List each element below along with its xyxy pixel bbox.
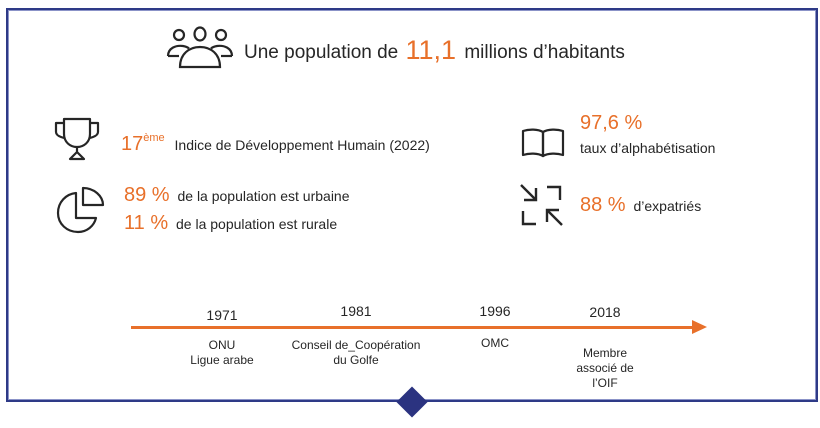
population-suffix: millions d’habitants xyxy=(464,42,625,63)
rural-stat: 11 % de la population est rurale xyxy=(124,212,337,235)
hdi-stat: 17ème Indice de Développement Humain (20… xyxy=(121,126,430,157)
urban-stat: 89 % de la population est urbaine xyxy=(124,184,350,207)
population-prefix: Une population de xyxy=(244,42,399,63)
timeline-year: 1981 xyxy=(340,303,372,319)
timeline-arrowhead-icon xyxy=(692,320,707,334)
timeline-event-line: associé de xyxy=(576,361,634,375)
population-headline: Une population de 11,1 millions d’habita… xyxy=(244,33,625,69)
arrows-inward-icon xyxy=(519,183,565,227)
trophy-icon xyxy=(54,116,100,162)
literacy-value: 97,6 % xyxy=(580,112,643,134)
population-value: 11,1 xyxy=(405,35,457,65)
timeline-event: ONU Ligue arabe xyxy=(162,338,282,368)
pie-chart-icon xyxy=(56,186,106,234)
expats-value: 88 % xyxy=(580,194,626,216)
hdi-rank-suffix: ème xyxy=(143,132,165,144)
timeline-event-line: Membre xyxy=(582,346,627,360)
timeline-year: 1996 xyxy=(479,303,511,319)
rural-value: 11 % xyxy=(124,212,169,234)
urban-label: de la population est urbaine xyxy=(177,188,350,204)
hdi-label: Indice de Développement Humain (2022) xyxy=(174,137,430,153)
timeline-event-line: OMC xyxy=(481,336,509,350)
urban-value: 89 % xyxy=(124,184,170,206)
expats-stat: 88 % d’expatriés xyxy=(580,194,701,217)
timeline-event-line: du Golfe xyxy=(333,353,379,367)
timeline-year: 1971 xyxy=(206,307,238,323)
literacy-label: taux d’alphabétisation xyxy=(580,140,716,156)
rural-label: de la population est rurale xyxy=(176,216,338,232)
timeline-event-line: ONU xyxy=(208,338,236,352)
timeline-event-line: Ligue arabe xyxy=(190,353,254,367)
timeline-year: 2018 xyxy=(589,304,621,320)
timeline-axis xyxy=(131,326,693,329)
timeline-event-line: Conseil de_Coopération xyxy=(291,338,421,352)
timeline-event-line: l’OIF xyxy=(592,376,618,390)
people-group-icon xyxy=(166,26,234,70)
timeline-event: Membre associé de l’OIF xyxy=(560,346,650,391)
timeline-event: OMC xyxy=(455,336,535,351)
open-book-icon xyxy=(521,128,565,158)
hdi-rank: 17 xyxy=(121,133,144,155)
expats-label: d’expatriés xyxy=(633,198,702,214)
timeline-event: Conseil de_Coopération du Golfe xyxy=(281,338,431,368)
